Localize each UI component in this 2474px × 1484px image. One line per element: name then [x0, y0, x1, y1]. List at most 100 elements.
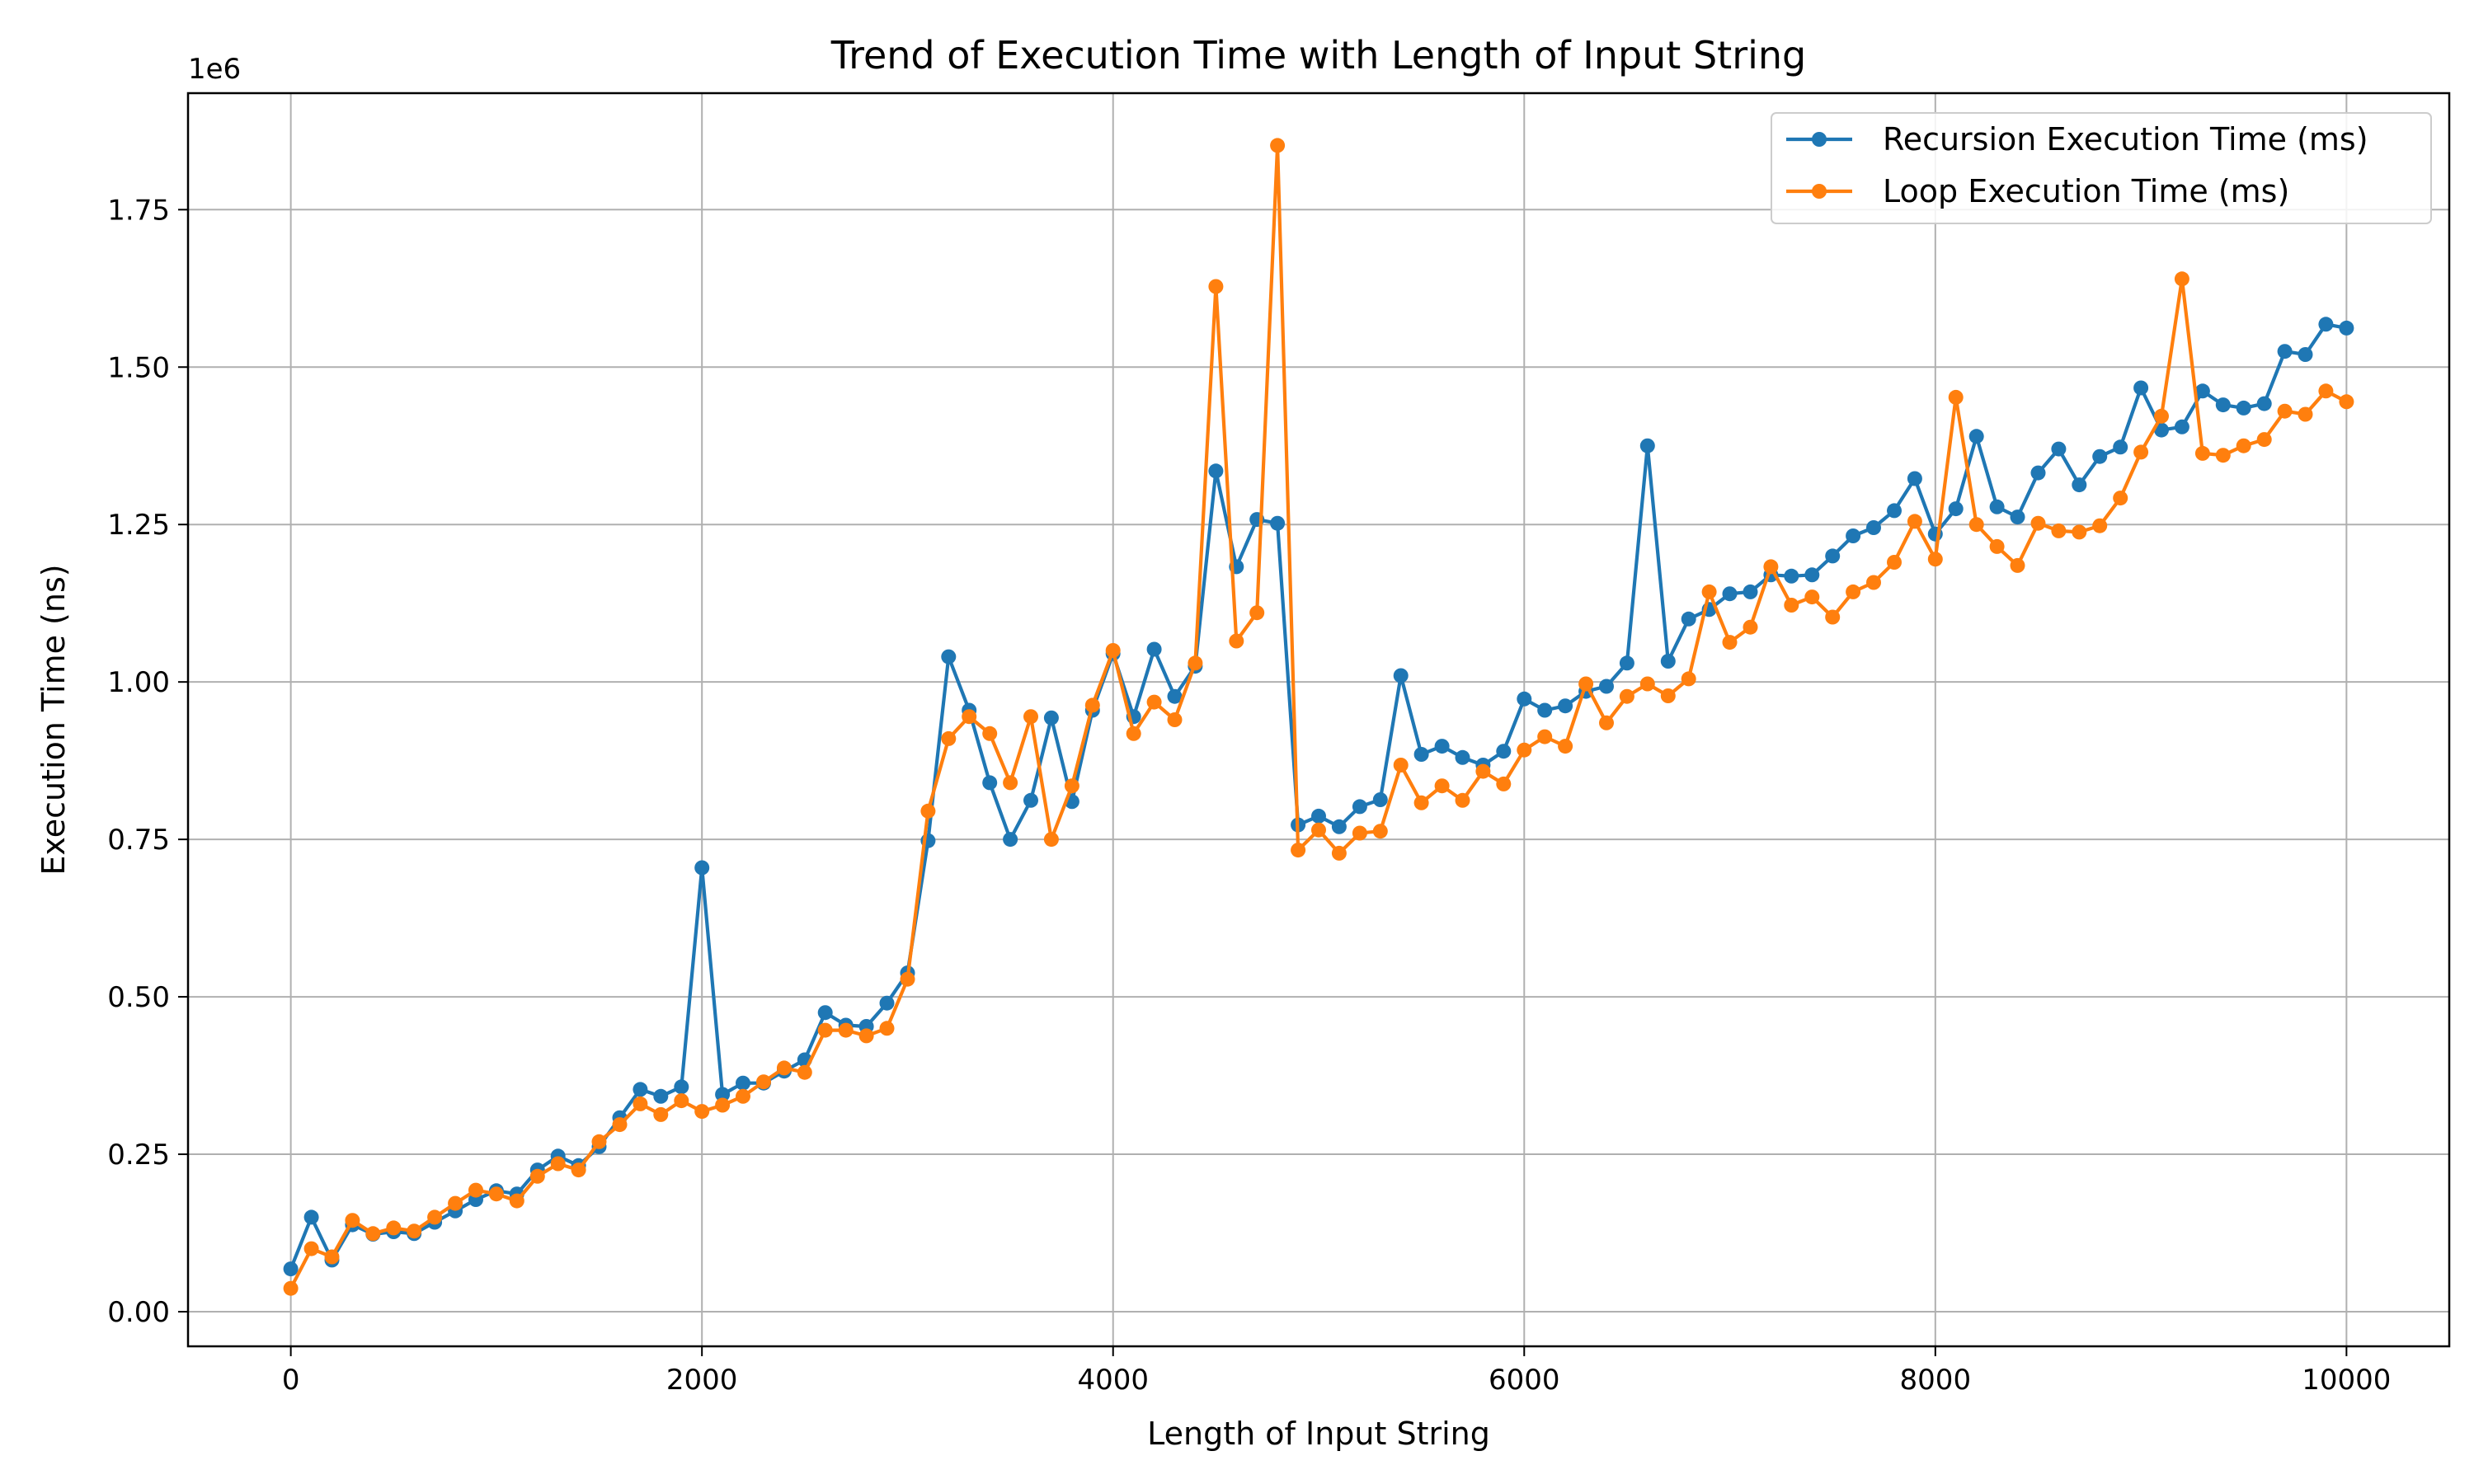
data-point [1167, 688, 1183, 704]
data-point [591, 1134, 607, 1149]
x-tick-label: 4000 [1077, 1364, 1149, 1397]
data-point [1434, 778, 1450, 794]
data-point [817, 1005, 833, 1021]
data-point [2174, 271, 2189, 287]
data-point [1043, 832, 1059, 848]
data-point [2318, 383, 2334, 399]
data-point [2256, 396, 2272, 411]
data-point [1558, 698, 1573, 714]
data-point [1249, 605, 1265, 621]
data-point [1064, 778, 1079, 794]
data-point [715, 1087, 731, 1102]
data-point [2318, 317, 2334, 332]
data-point [1023, 709, 1038, 725]
data-point [900, 971, 915, 987]
x-tick-label: 10000 [2302, 1364, 2391, 1397]
data-point [1784, 568, 1799, 584]
x-axis-label: Length of Input String [1147, 1416, 1490, 1452]
y-tick-label: 1.00 [107, 666, 170, 699]
data-point [2339, 394, 2354, 410]
plot-frame [186, 92, 2451, 1348]
data-point [2030, 465, 2046, 481]
data-point [1331, 819, 1347, 834]
data-point [982, 726, 998, 741]
data-point [2010, 510, 2025, 525]
data-point [1291, 843, 1306, 858]
data-point [1331, 845, 1347, 861]
x-tick-label: 8000 [1900, 1364, 1972, 1397]
data-point [2113, 439, 2128, 455]
data-point [736, 1088, 750, 1104]
data-point [1208, 279, 1224, 294]
data-point [962, 709, 977, 725]
data-point [1270, 515, 1286, 531]
data-point [1968, 517, 1984, 533]
data-point [1475, 763, 1491, 779]
legend-entry: Recursion Execution Time (ms) [1786, 121, 2368, 157]
data-point [653, 1106, 669, 1122]
data-point [1372, 824, 1388, 839]
data-point [1639, 676, 1655, 692]
data-point [1639, 438, 1655, 453]
data-point [694, 860, 710, 876]
data-point [2133, 444, 2149, 460]
data-point [1167, 712, 1183, 727]
data-point [1866, 520, 1881, 535]
data-point [674, 1093, 689, 1109]
data-point [571, 1162, 586, 1178]
data-point [1558, 739, 1573, 754]
data-point [1681, 671, 1696, 687]
data-point [1804, 589, 1820, 605]
y-axis-label: Execution Time (ns) [35, 564, 72, 875]
data-point [1352, 799, 1367, 815]
data-point [1455, 792, 1470, 808]
y-tick-label: 0.50 [107, 981, 170, 1014]
data-point [2277, 403, 2293, 419]
data-point [2010, 557, 2025, 573]
data-point [2051, 523, 2067, 538]
data-point [1537, 729, 1553, 744]
data-point [1311, 808, 1326, 824]
data-point [1372, 792, 1388, 807]
data-point [1846, 584, 1861, 599]
data-point [653, 1088, 669, 1104]
data-point [1146, 641, 1162, 657]
data-point [2194, 383, 2210, 399]
data-point [1105, 643, 1121, 658]
data-point [1578, 676, 1594, 692]
data-point [407, 1223, 422, 1239]
data-point [838, 1022, 854, 1038]
data-point [633, 1096, 648, 1111]
data-point [2298, 406, 2313, 422]
data-point [2154, 422, 2169, 438]
legend-marker [1812, 184, 1827, 199]
data-point [1208, 463, 1224, 479]
data-point [2051, 441, 2067, 457]
data-point [941, 730, 957, 746]
y-tick-label: 1.50 [107, 351, 170, 384]
data-point [756, 1074, 771, 1090]
series-layer [283, 138, 2354, 1296]
data-point [879, 995, 895, 1011]
data-point [2339, 320, 2354, 336]
data-point [386, 1220, 402, 1236]
data-point [1413, 795, 1429, 810]
x-tick-label: 6000 [1489, 1364, 1560, 1397]
data-point [1846, 528, 1861, 543]
data-point [1496, 744, 1512, 759]
data-point [2256, 432, 2272, 448]
legend-entry: Loop Execution Time (ms) [1786, 173, 2289, 209]
data-point [1887, 503, 1902, 519]
data-point [797, 1064, 812, 1080]
data-point [283, 1280, 299, 1296]
data-point [2133, 380, 2149, 396]
data-point [1825, 548, 1841, 564]
x-tick-label: 0 [282, 1364, 300, 1397]
data-point [2194, 445, 2210, 461]
data-point [365, 1226, 381, 1242]
data-point [1660, 654, 1676, 669]
data-point [1804, 567, 1820, 583]
data-point [1681, 611, 1696, 627]
